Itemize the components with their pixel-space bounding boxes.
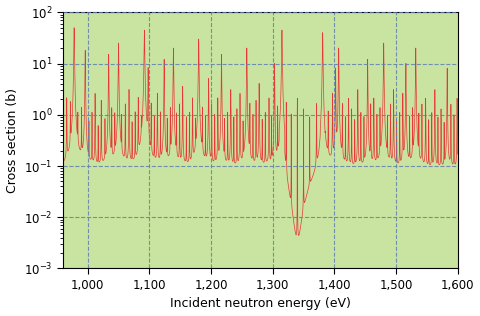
Y-axis label: Cross section (b): Cross section (b) bbox=[6, 88, 19, 193]
X-axis label: Incident neutron energy (eV): Incident neutron energy (eV) bbox=[170, 297, 351, 310]
